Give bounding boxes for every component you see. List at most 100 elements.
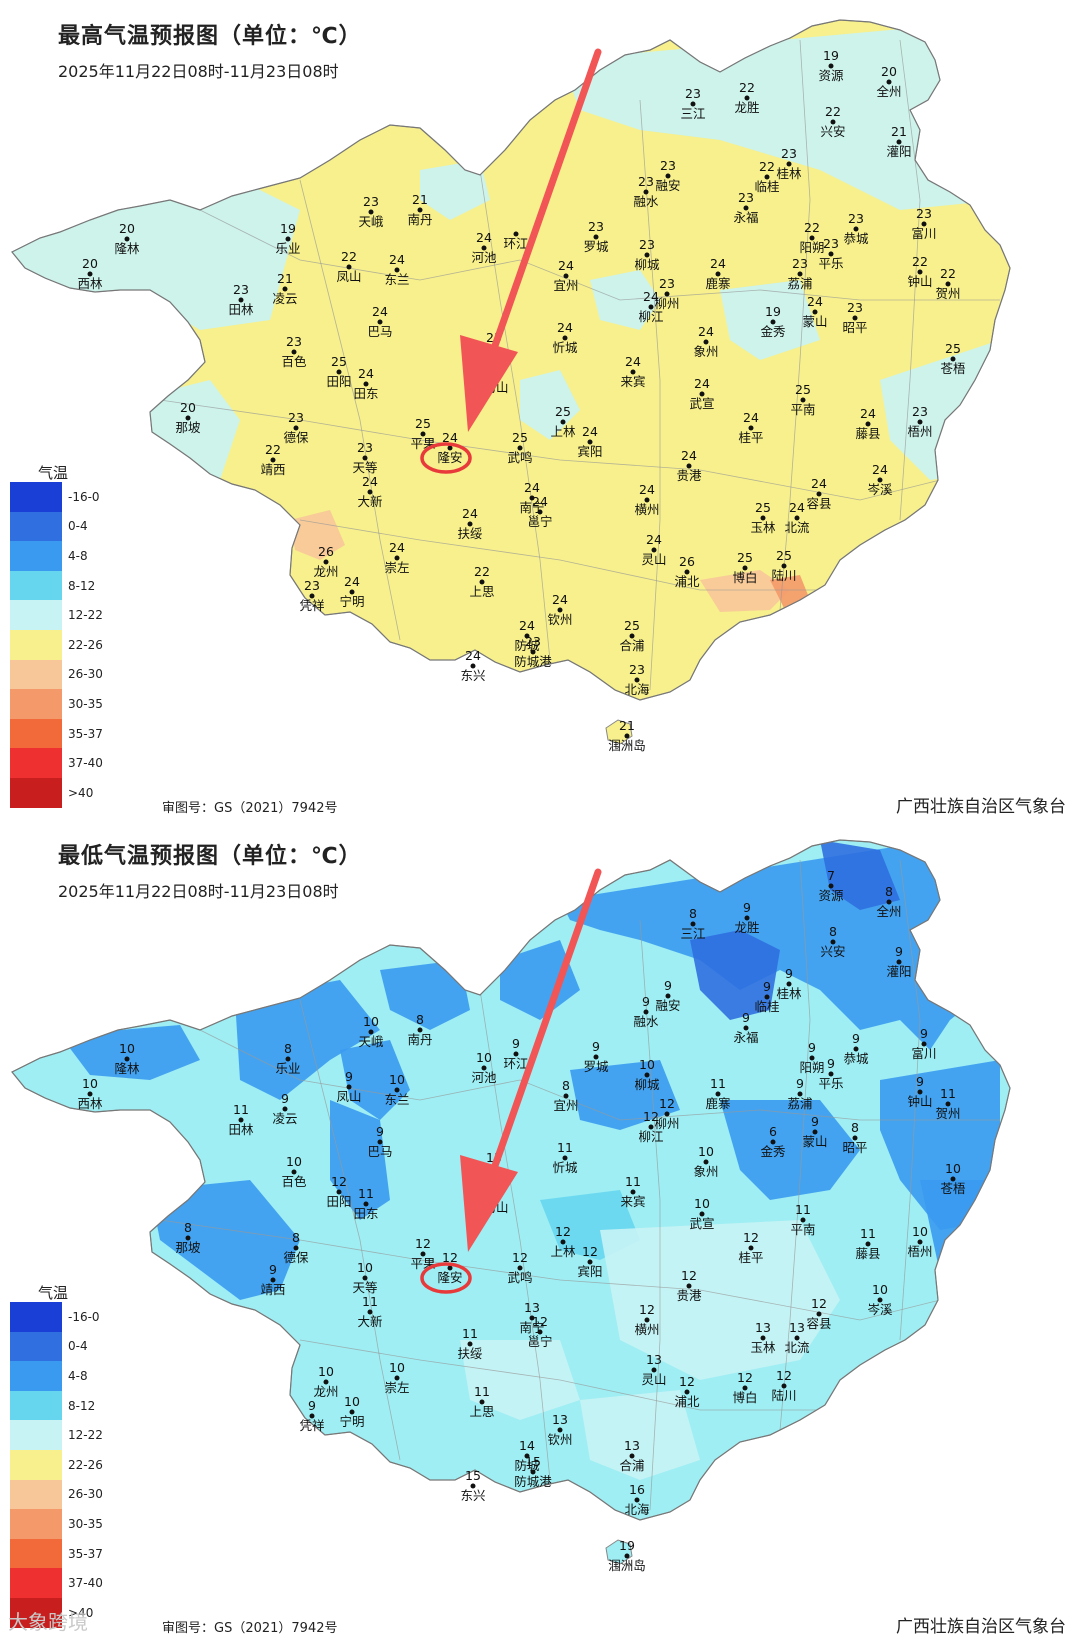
station: 10 柳城 <box>634 1057 660 1092</box>
station: 23 昭平 <box>842 300 867 335</box>
station-name: 恭城 <box>843 231 869 246</box>
station-value: 23 <box>304 578 320 593</box>
station-value: 23 <box>588 219 604 234</box>
station-value: 12 <box>582 1244 598 1259</box>
station-dot <box>800 397 806 403</box>
station-value: 9 <box>808 1040 816 1055</box>
station-value: 23 <box>823 236 839 251</box>
station-value: 10 <box>389 1072 405 1087</box>
station-dot <box>634 1497 640 1503</box>
station: 12 陆川 <box>771 1368 796 1403</box>
station-dot <box>684 1389 690 1395</box>
station-name: 苍梧 <box>940 1181 965 1196</box>
station-value: 23 <box>638 174 654 189</box>
station-value: 10 <box>119 1041 135 1056</box>
legend-swatch <box>10 1331 62 1362</box>
station-dot <box>363 381 369 387</box>
station-value: 14 <box>519 1438 535 1453</box>
station: 22 兴安 <box>820 104 845 139</box>
station-name: 富川 <box>911 1046 936 1061</box>
station: 24 崇左 <box>384 540 409 575</box>
station-dot <box>537 509 543 515</box>
station-name: 钟山 <box>907 1094 932 1109</box>
station: 20 西林 <box>77 256 103 291</box>
station: 9 巴马 <box>367 1124 392 1159</box>
station: 9 凌云 <box>272 1091 297 1126</box>
station-value: 13 <box>524 1300 540 1315</box>
station: 9 靖西 <box>260 1262 285 1297</box>
station: 11 藤县 <box>855 1226 880 1261</box>
temperature-zone <box>290 510 345 560</box>
station-dot <box>368 209 374 215</box>
station: 25 苍梧 <box>940 341 965 376</box>
station: 10 崇左 <box>384 1360 409 1395</box>
station-dot <box>950 356 956 362</box>
temperature-zone <box>690 930 780 1020</box>
station-name: 德保 <box>283 1250 309 1265</box>
legend-swatch <box>10 629 62 660</box>
station-name: 柳城 <box>634 257 660 272</box>
approval-number: 审图号：GS（2021）7942号 <box>162 801 338 816</box>
station-name: 贺州 <box>935 1106 960 1121</box>
station-name: 蒙山 <box>802 1134 827 1149</box>
station: 10 东兰 <box>384 1072 409 1107</box>
station: 10 梧州 <box>907 1224 932 1259</box>
station-value: 11 <box>233 1102 249 1117</box>
legend-swatch <box>10 1509 62 1539</box>
station-value: 10 <box>357 1260 373 1275</box>
station-dot <box>629 1453 635 1459</box>
station-value: 24 <box>582 424 598 439</box>
station-name: 宜州 <box>553 278 578 293</box>
station-name: 崇左 <box>384 560 409 575</box>
legend-label: 4-8 <box>68 1368 88 1383</box>
station-name: 梧州 <box>907 1244 932 1259</box>
station-dot <box>742 1385 748 1391</box>
station-value: 23 <box>629 662 645 677</box>
station-name: 龙州 <box>313 564 338 579</box>
station-dot <box>377 319 383 325</box>
station-value: 12 <box>512 1250 528 1265</box>
station-dot <box>651 547 657 553</box>
station-name: 田东 <box>353 1206 378 1221</box>
station-value: 9 <box>796 1076 804 1091</box>
station-name: 贺州 <box>935 286 960 301</box>
station-dot <box>336 1189 342 1195</box>
station-value: 12 <box>639 1302 655 1317</box>
station: 15 东兴 <box>460 1468 485 1503</box>
station: 24 忻城 <box>552 320 578 355</box>
station-dot <box>394 1375 400 1381</box>
station-value: 9 <box>376 1124 384 1139</box>
station: 11 大新 <box>357 1294 382 1329</box>
temperature-zone <box>460 1340 580 1420</box>
station-value: 23 <box>233 282 249 297</box>
station: 9 荔浦 <box>787 1076 812 1111</box>
station: 8 昭平 <box>842 1120 867 1155</box>
station-value: 23 <box>660 158 676 173</box>
station-value: 11 <box>474 1384 490 1399</box>
county-boundary <box>199 1029 1000 1121</box>
station-value: 9 <box>920 1026 928 1041</box>
station-value: 20 <box>119 221 135 236</box>
station-name: 北海 <box>624 682 650 697</box>
station-dot <box>562 335 568 341</box>
station-name: 扶绥 <box>457 526 482 541</box>
legend-label: 26-30 <box>68 1487 103 1502</box>
highlight-circle <box>420 442 472 474</box>
station: 9 阳朔 <box>799 1040 824 1075</box>
legend-label: 0-4 <box>68 1339 88 1354</box>
station: 10 象州 <box>693 1144 718 1179</box>
legend-label: 30-35 <box>68 1516 103 1531</box>
station: 24 容县 <box>806 476 831 511</box>
station-dot <box>781 563 787 569</box>
station: 21 灌阳 <box>886 124 911 159</box>
station-name: 灵山 <box>641 552 666 567</box>
station-value: 23 <box>912 404 928 419</box>
station-dot <box>828 63 834 69</box>
station-dot <box>346 1084 352 1090</box>
station-dot <box>560 1239 566 1245</box>
temperature-zone <box>420 160 490 220</box>
station-dot <box>830 119 836 125</box>
station-value: 24 <box>442 430 458 445</box>
station-value: 11 <box>358 1186 374 1201</box>
station-value: 24 <box>698 324 714 339</box>
